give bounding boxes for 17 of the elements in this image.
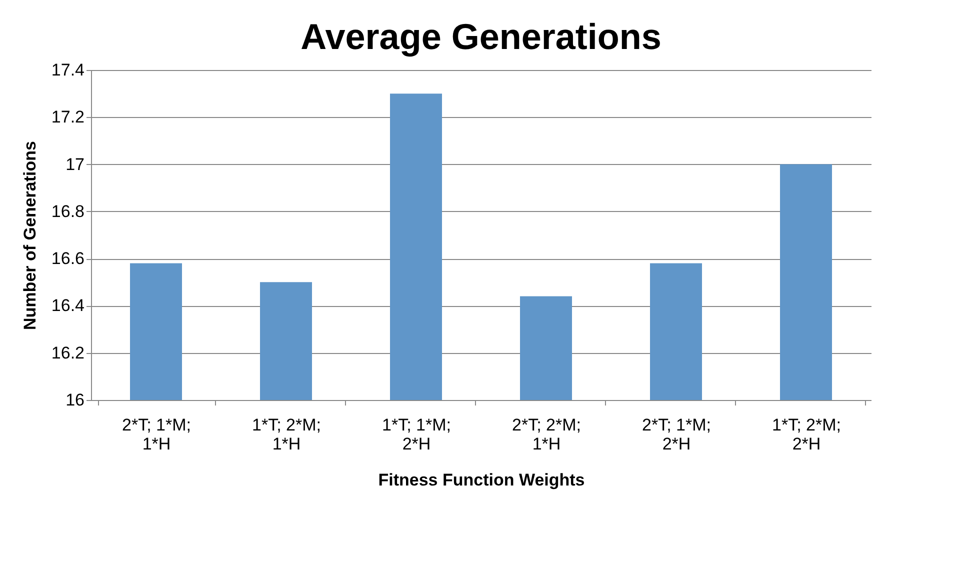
y-axis-title: Number of Generations [20,141,40,330]
x-axis-title: Fitness Function Weights [378,470,585,490]
x-tick-label: 1*T; 2*M; 1*H [252,416,321,454]
x-tick-label: 2*T; 2*M; 1*H [512,416,581,454]
y-tick-label: 17 [66,154,84,174]
x-tick-label: 1*T; 2*M; 2*H [772,416,841,454]
y-tick-label: 16.6 [51,249,84,268]
x-tick-label: 2*T; 1*M; 2*H [642,416,711,454]
x-tick-label: 1*T; 1*M; 2*H [382,416,451,454]
y-tick-label: 16.8 [51,202,84,221]
x-tick-label: 2*T; 1*M; 1*H [122,416,191,454]
y-tick-label: 17.2 [51,108,84,127]
y-tick-label: 16.4 [51,296,84,316]
y-tick-label: 16.2 [51,343,84,362]
y-tick-label: 16 [66,390,84,410]
y-tick-label: 17.4 [51,60,84,80]
chart-title: Average Generations [300,16,662,57]
